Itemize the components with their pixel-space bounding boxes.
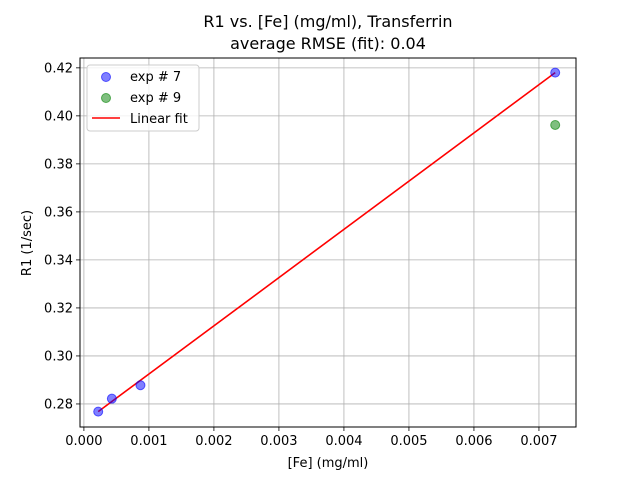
- x-tick-label: 0.000: [65, 434, 102, 449]
- x-tick-label: 0.006: [455, 434, 492, 449]
- y-axis-title: R1 (1/sec): [20, 210, 35, 276]
- y-tick-label: 0.38: [44, 157, 73, 172]
- y-tick-label: 0.28: [44, 397, 73, 412]
- legend-box: [86, 64, 200, 132]
- data-point-series-0-3: [550, 67, 561, 78]
- plot-area-frame: [79, 57, 577, 428]
- data-point-series-0-0: [93, 406, 104, 417]
- x-tick-label: 0.002: [195, 434, 232, 449]
- legend-marker-exp-7: [101, 72, 111, 82]
- x-tick-label: 0.004: [325, 434, 362, 449]
- chart-title-line-1: R1 vs. [Fe] (mg/ml), Transferrin: [203, 12, 452, 31]
- fit-line-layer: [97, 71, 556, 413]
- data-point-series-1-0: [550, 119, 561, 130]
- chart-title-line-2: average RMSE (fit): 0.04: [230, 34, 426, 53]
- legend-marker-exp-9: [101, 93, 111, 103]
- x-tick-label: 0.001: [130, 434, 167, 449]
- data-points-layer: [93, 67, 561, 417]
- chart-title: R1 vs. [Fe] (mg/ml), Transferrin average…: [203, 12, 452, 53]
- legend-label-linear-fit: Linear fit: [130, 112, 188, 127]
- x-tick-label: 0.005: [390, 434, 427, 449]
- linear-fit-line: [97, 71, 556, 413]
- x-tick-label: 0.007: [520, 434, 557, 449]
- x-axis-ticks: 0.000 0.001 0.002 0.003 0.004 0.005 0.006 0.007: [65, 427, 558, 449]
- legend: exp # 7 exp # 9 Linear fit: [86, 64, 200, 132]
- data-point-series-0-1: [106, 393, 117, 404]
- y-tick-label: 0.30: [44, 349, 73, 364]
- grid: [80, 58, 576, 427]
- y-tick-label: 0.40: [44, 109, 73, 124]
- y-axis-ticks: 0.28 0.30 0.32 0.34 0.36 0.38 0.40 0.42: [44, 61, 80, 412]
- data-point-series-0-2: [135, 380, 146, 391]
- x-axis-title: [Fe] (mg/ml): [288, 456, 369, 471]
- y-tick-label: 0.34: [44, 253, 73, 268]
- y-tick-label: 0.36: [44, 205, 73, 220]
- legend-label-exp-9: exp # 9: [130, 91, 181, 106]
- legend-label-exp-7: exp # 7: [130, 70, 181, 85]
- y-tick-label: 0.32: [44, 301, 73, 316]
- y-tick-label: 0.42: [44, 61, 73, 76]
- x-tick-label: 0.003: [260, 434, 297, 449]
